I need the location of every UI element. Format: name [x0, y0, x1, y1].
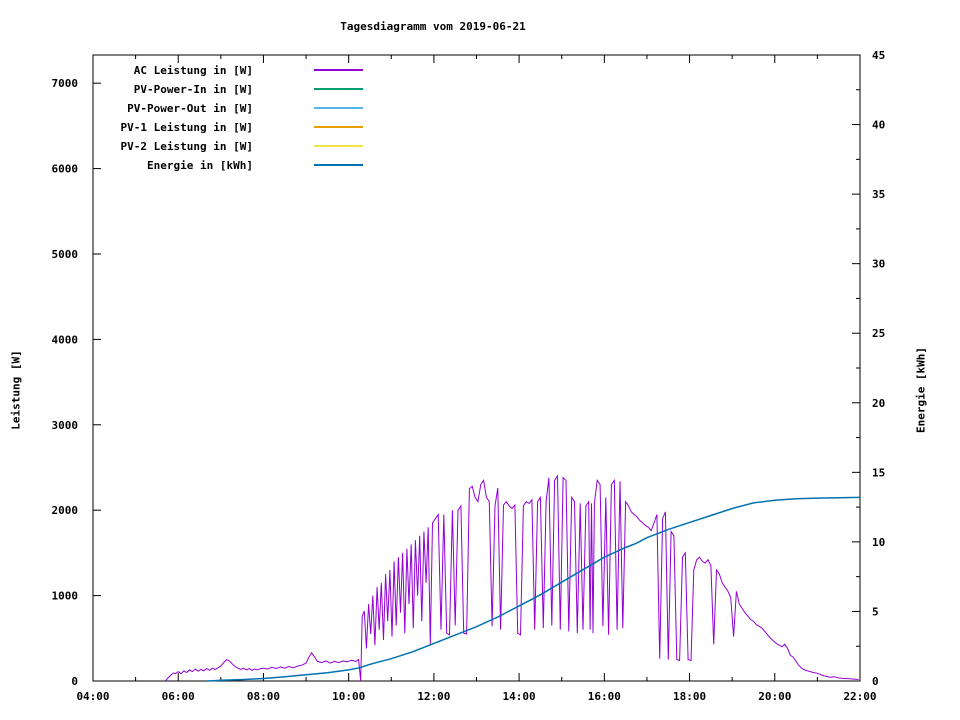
- legend-item-label: AC Leistung in [W]: [133, 64, 253, 77]
- chart-title: Tagesdiagramm vom 2019-06-21: [340, 20, 526, 33]
- y-left-tick-label: 3000: [52, 419, 79, 432]
- y-left-tick-label: 6000: [52, 163, 79, 176]
- x-tick-label: 16:00: [588, 690, 621, 703]
- y-left-tick-label: 4000: [52, 333, 79, 346]
- legend-item-label: PV-1 Leistung in [W]: [120, 121, 253, 134]
- y-right-tick-label: 20: [872, 397, 885, 410]
- series-line-energie-in-kwh-: [206, 496, 861, 682]
- y-left-tick-label: 1000: [52, 590, 79, 603]
- x-tick-label: 06:00: [162, 690, 195, 703]
- y-right-tick-label: 30: [872, 258, 885, 271]
- x-tick-label: 04:00: [76, 690, 109, 703]
- x-tick-label: 18:00: [673, 690, 706, 703]
- y-right-tick-label: 5: [872, 605, 879, 618]
- x-tick-label: 08:00: [247, 690, 280, 703]
- legend-item-label: PV-Power-Out in [W]: [127, 102, 253, 115]
- x-tick-label: 12:00: [417, 690, 450, 703]
- y-right-tick-label: 45: [872, 49, 885, 62]
- legend-item-label: PV-2 Leistung in [W]: [120, 140, 253, 153]
- y-left-tick-label: 7000: [52, 77, 79, 90]
- y-right-tick-label: 10: [872, 536, 885, 549]
- y-left-tick-label: 5000: [52, 248, 79, 261]
- y-right-tick-label: 0: [872, 675, 879, 688]
- series-line-ac-leistung-in-w-: [165, 474, 859, 682]
- legend-line-sample: [314, 126, 363, 128]
- legend-line-sample: [314, 164, 363, 166]
- y-left-tick-label: 0: [71, 675, 78, 688]
- y-left-tick-label: 2000: [52, 504, 79, 517]
- x-tick-label: 20:00: [758, 690, 791, 703]
- x-tick-label: 10:00: [332, 690, 365, 703]
- y-right-tick-label: 15: [872, 466, 885, 479]
- legend-item-label: PV-Power-In in [W]: [133, 83, 253, 96]
- legend-line-sample: [314, 107, 363, 109]
- y-right-tick-label: 35: [872, 188, 885, 201]
- legend-line-sample: [314, 69, 363, 71]
- legend-item-label: Energie in [kWh]: [147, 159, 253, 172]
- legend-line-sample: [314, 88, 363, 90]
- y-right-tick-label: 40: [872, 119, 885, 132]
- x-tick-label: 14:00: [503, 690, 536, 703]
- y-right-tick-label: 25: [872, 327, 885, 340]
- legend-line-sample: [314, 145, 363, 147]
- x-tick-label: 22:00: [843, 690, 876, 703]
